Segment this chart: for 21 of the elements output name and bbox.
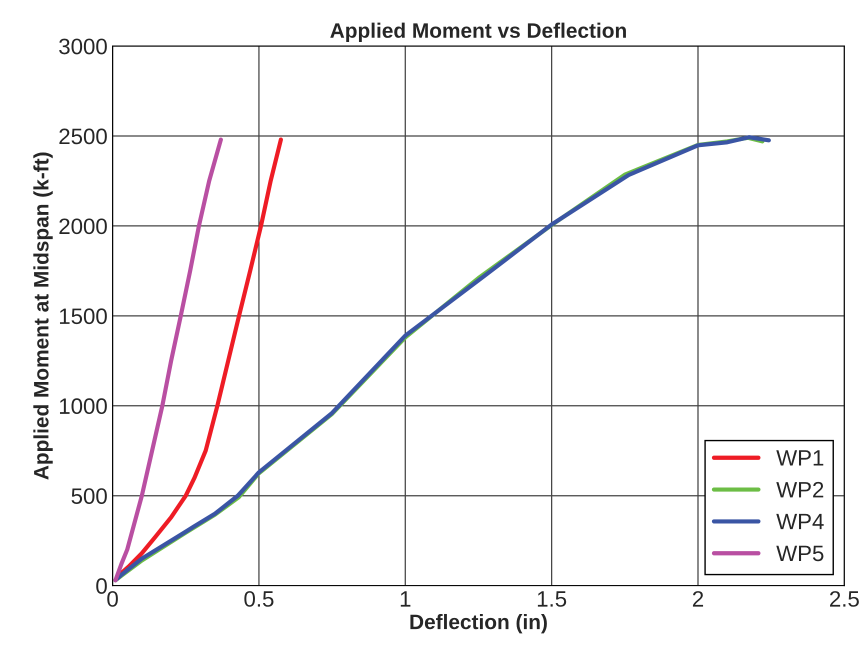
legend-label: WP5 (776, 546, 824, 562)
x-tick-label: 1.5 (538, 591, 566, 607)
y-tick-label: 1000 (60, 398, 107, 414)
x-tick-label: 0.5 (244, 591, 274, 607)
x-tick-label: 2.5 (830, 591, 859, 607)
x-tick-label: 1 (400, 591, 410, 607)
legend-label: WP1 (776, 450, 824, 466)
y-tick-label: 2500 (59, 128, 107, 144)
x-tick-label: 0 (107, 591, 118, 607)
y-tick-label: 3000 (59, 38, 107, 54)
y-tick-label: 500 (72, 488, 107, 504)
y-tick-label: 2000 (59, 218, 107, 234)
y-tick-label: 0 (96, 578, 107, 594)
chart-title: Applied Moment vs Deflection (330, 22, 626, 42)
y-tick-label: 1500 (60, 308, 107, 324)
x-axis-title: Deflection (in) (410, 614, 547, 634)
legend-label: WP2 (776, 482, 824, 498)
line-series (113, 138, 223, 582)
legend-label: WP4 (776, 514, 824, 530)
x-tick-label: 2 (692, 591, 704, 607)
y-axis-title: Applied Moment at Midspan (k-ft) (33, 152, 53, 480)
